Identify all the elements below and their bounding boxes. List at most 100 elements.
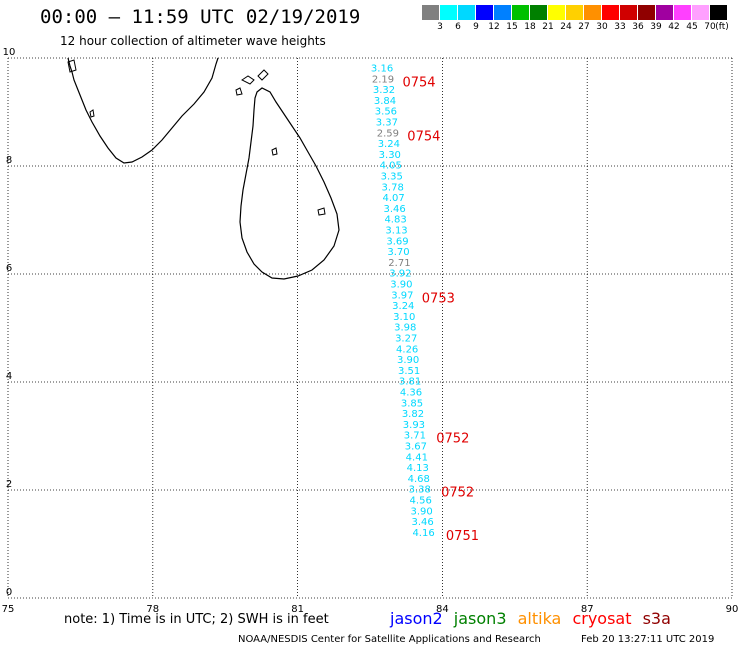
x-tick-label: 87 bbox=[581, 604, 594, 615]
pass-time-label: 0754 bbox=[407, 129, 440, 144]
legend-swatch bbox=[602, 5, 619, 20]
x-tick-label: 78 bbox=[146, 604, 159, 615]
legend-tick-label: 24 bbox=[560, 22, 572, 32]
wave-height-value: 4.07 bbox=[383, 193, 405, 204]
wave-height-value: 3.82 bbox=[402, 409, 424, 420]
units-note: note: 1) Time is in UTC; 2) SWH is in fe… bbox=[64, 612, 329, 627]
wave-height-value: 3.90 bbox=[390, 280, 412, 291]
legend-swatch bbox=[476, 5, 493, 20]
x-tick-label: 84 bbox=[436, 604, 449, 615]
legend-tick-label: 3 bbox=[437, 22, 443, 32]
x-tick-label: 81 bbox=[291, 604, 304, 615]
x-tick-label: 90 bbox=[726, 604, 739, 615]
wave-height-value: 4.26 bbox=[396, 344, 418, 355]
wave-height-value: 2.19 bbox=[372, 74, 394, 85]
sat-s3a: s3a bbox=[642, 609, 671, 628]
legend-tick-label: 21 bbox=[542, 22, 554, 32]
legend-swatch bbox=[494, 5, 511, 20]
legend-tick-label: 18 bbox=[524, 22, 536, 32]
legend-swatch bbox=[440, 5, 457, 20]
legend-swatch bbox=[530, 5, 547, 20]
wave-height-value: 3.97 bbox=[391, 290, 413, 301]
legend-tick-label: 15 bbox=[506, 22, 518, 32]
wave-height-value: 3.24 bbox=[378, 139, 400, 150]
axis-ticks: 75 78 81 84 87 90 0 2 4 6 8 10 bbox=[2, 47, 739, 615]
wave-height-value: 4.83 bbox=[384, 215, 406, 226]
wave-height-value: 3.46 bbox=[411, 517, 433, 528]
pass-time-label: 0753 bbox=[422, 291, 455, 306]
wave-height-value: 3.16 bbox=[371, 64, 393, 75]
india-coastline bbox=[67, 57, 219, 164]
wave-height-value: 3.10 bbox=[393, 312, 415, 323]
wave-height-value: 3.37 bbox=[376, 118, 398, 129]
pass-time-label: 0752 bbox=[436, 432, 469, 447]
wave-height-value: 3.71 bbox=[404, 431, 426, 442]
pass-time-labels: 0754 0754 0753 0752 0752 0751 bbox=[402, 75, 479, 544]
wave-height-value: 3.84 bbox=[374, 96, 396, 107]
legend-swatch bbox=[656, 5, 673, 20]
legend-tick-label: 9 bbox=[473, 22, 479, 32]
x-tick-label: 75 bbox=[2, 604, 15, 615]
legend-swatch bbox=[710, 5, 727, 20]
wave-height-value: 4.68 bbox=[408, 474, 430, 485]
legend-swatch bbox=[422, 5, 439, 20]
chart-subtitle: 12 hour collection of altimeter wave hei… bbox=[60, 34, 326, 48]
sat-jason3: jason3 bbox=[453, 609, 507, 628]
wave-height-value: 3.30 bbox=[379, 150, 401, 161]
legend-tick-label: 33 bbox=[614, 22, 626, 32]
legend-swatch bbox=[638, 5, 655, 20]
pass-time-label: 0751 bbox=[446, 529, 479, 544]
wave-height-value: 4.56 bbox=[410, 496, 432, 507]
sat-jason2: jason2 bbox=[390, 609, 443, 628]
y-tick-label: 0 bbox=[6, 587, 12, 598]
wave-height-value: 3.32 bbox=[373, 85, 395, 96]
y-tick-label: 6 bbox=[6, 263, 12, 274]
y-tick-label: 10 bbox=[3, 47, 16, 58]
coastline bbox=[67, 57, 340, 280]
sri-lanka-coastline bbox=[239, 87, 340, 280]
islets bbox=[67, 59, 326, 216]
wave-height-labels: 3.162.193.323.843.563.372.593.243.304.05… bbox=[371, 64, 435, 539]
legend-tick-label: 30 bbox=[596, 22, 608, 32]
credit-line: NOAA/NESDIS Center for Satellite Applica… bbox=[238, 634, 541, 645]
legend-tick-label: 39 bbox=[650, 22, 662, 32]
wave-height-value: 4.41 bbox=[406, 452, 428, 463]
pass-time-label: 0754 bbox=[402, 75, 435, 90]
satellite-legend: jason2 jason3 altika cryosat s3a bbox=[390, 609, 677, 628]
wave-height-value: 3.81 bbox=[399, 377, 421, 388]
y-tick-label: 8 bbox=[6, 155, 12, 166]
legend-swatch bbox=[584, 5, 601, 20]
map-grid bbox=[7, 57, 733, 599]
wave-height-value: 3.69 bbox=[386, 236, 408, 247]
wave-height-value: 3.13 bbox=[385, 226, 407, 237]
wave-height-value: 3.90 bbox=[411, 506, 433, 517]
jaffna-islands bbox=[235, 69, 269, 96]
wave-height-value: 3.24 bbox=[392, 301, 414, 312]
wave-height-value: 4.36 bbox=[400, 388, 422, 399]
sat-altika: altika bbox=[517, 609, 562, 628]
wave-height-value: 3.78 bbox=[382, 182, 404, 193]
wave-height-value: 2.71 bbox=[388, 258, 410, 269]
legend-tick-label: 36 bbox=[632, 22, 644, 32]
wave-height-value: 3.51 bbox=[398, 366, 420, 377]
legend-swatch bbox=[692, 5, 709, 20]
wave-height-value: 3.92 bbox=[389, 269, 411, 280]
wave-height-value: 4.13 bbox=[407, 463, 429, 474]
legend-swatch bbox=[566, 5, 583, 20]
legend-swatch bbox=[512, 5, 529, 20]
wave-height-value: 3.85 bbox=[401, 398, 423, 409]
y-tick-label: 2 bbox=[6, 479, 12, 490]
legend-tick-label: 70 bbox=[704, 22, 716, 32]
legend-tick-label: 6 bbox=[455, 22, 461, 32]
legend-swatch bbox=[620, 5, 637, 20]
wave-height-value: 4.16 bbox=[412, 528, 434, 539]
legend-swatch bbox=[548, 5, 565, 20]
legend-tick-label: 42 bbox=[668, 22, 680, 32]
y-tick-label: 4 bbox=[6, 371, 12, 382]
legend-swatch bbox=[458, 5, 475, 20]
wave-height-value: 3.56 bbox=[375, 107, 397, 118]
wave-height-value: 3.90 bbox=[397, 355, 419, 366]
wave-height-value: 3.35 bbox=[381, 172, 403, 183]
wave-height-value: 3.67 bbox=[405, 442, 427, 453]
